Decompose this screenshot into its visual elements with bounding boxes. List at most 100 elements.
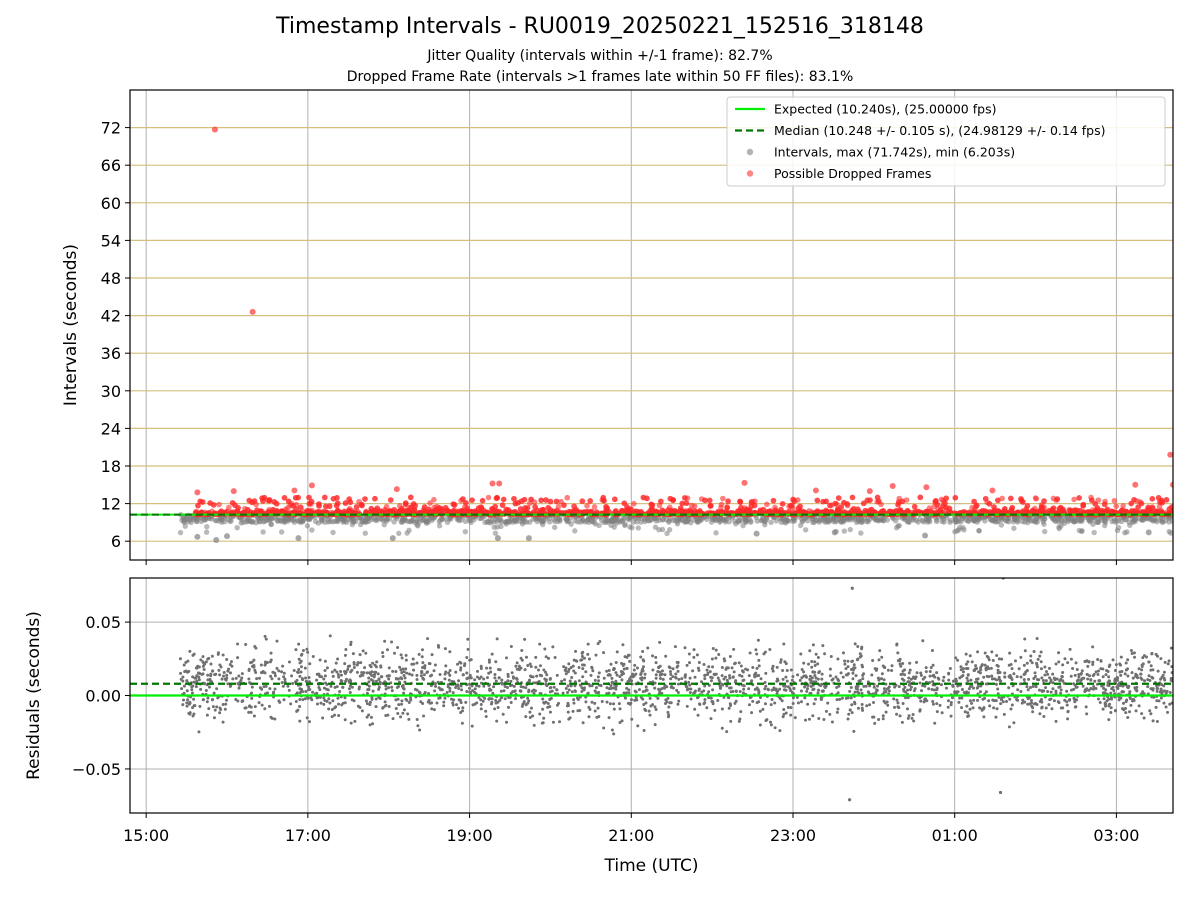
- residual-point: [524, 655, 528, 659]
- residual-point: [596, 706, 600, 710]
- dropped-frame-point: [987, 509, 993, 515]
- y-tick-label: 30: [101, 382, 121, 401]
- dropped-frame-point: [1008, 495, 1014, 502]
- dropped-frame-point: [854, 506, 861, 512]
- residual-point: [764, 684, 768, 688]
- dropped-frame-point: [1029, 508, 1036, 515]
- residual-point: [1013, 659, 1017, 663]
- residual-point: [983, 696, 987, 700]
- residual-point: [185, 701, 189, 705]
- residual-point: [906, 696, 910, 700]
- interval-point: [998, 522, 1005, 528]
- residual-point: [654, 661, 658, 665]
- residual-point: [961, 667, 965, 671]
- residual-point: [875, 684, 879, 688]
- residual-point: [1147, 674, 1151, 678]
- interval-point: [1166, 528, 1172, 535]
- residual-point: [979, 666, 983, 670]
- residual-point: [197, 678, 201, 682]
- dropped-frame-point: [1071, 496, 1077, 503]
- residual-point: [577, 679, 581, 683]
- residual-point: [812, 702, 816, 706]
- dropped-frame-point: [734, 508, 741, 515]
- residual-point: [485, 676, 489, 680]
- residual-point: [433, 663, 437, 667]
- residual-point: [185, 689, 189, 693]
- residual-point: [877, 658, 881, 662]
- interval-point: [619, 518, 626, 524]
- residual-point: [597, 671, 601, 675]
- residual-point: [402, 674, 406, 678]
- interval-point: [713, 530, 719, 536]
- dropped-frame-point: [658, 498, 664, 505]
- interval-point: [359, 517, 365, 524]
- dropped-frame-point: [961, 509, 967, 515]
- residual-point: [1109, 711, 1113, 715]
- interval-point: [300, 518, 306, 524]
- dropped-frame-point: [688, 502, 695, 509]
- residual-point: [1147, 660, 1151, 664]
- residual-point: [572, 698, 576, 702]
- residual-point: [371, 689, 375, 693]
- interval-point: [652, 524, 659, 530]
- interval-point: [416, 519, 423, 525]
- interval-point: [351, 519, 357, 525]
- residual-point: [909, 677, 913, 681]
- dropped-frame-point: [479, 497, 486, 504]
- residual-point: [892, 697, 896, 701]
- residual-point: [286, 684, 290, 688]
- residual-point: [836, 691, 840, 695]
- dropped-frame-point: [383, 503, 390, 510]
- dropped-frame-point: [570, 508, 576, 515]
- residual-point: [1101, 675, 1105, 679]
- y-tick-label: 48: [101, 269, 121, 288]
- residual-point: [963, 710, 967, 714]
- residual-point: [990, 674, 994, 678]
- dropped-frame-point: [564, 494, 571, 501]
- dropped-frame-point: [923, 484, 930, 491]
- residual-point: [627, 688, 631, 692]
- dropped-frame-point: [1092, 501, 1098, 507]
- interval-point: [1011, 516, 1018, 522]
- residual-point: [211, 669, 215, 673]
- residual-point: [475, 701, 479, 705]
- dropped-frame-point: [760, 506, 767, 513]
- dropped-frame-point: [259, 495, 265, 501]
- interval-point: [468, 519, 474, 526]
- dropped-frame-point: [421, 508, 427, 515]
- interval-point: [291, 519, 298, 525]
- residual-point: [1154, 705, 1158, 709]
- dropped-frame-point: [591, 504, 598, 510]
- residual-point: [714, 656, 718, 660]
- residual-point: [1003, 671, 1007, 675]
- residual-point: [732, 647, 736, 651]
- residual-point: [849, 667, 853, 671]
- residual-point: [940, 711, 944, 715]
- residual-point: [856, 645, 860, 649]
- interval-point: [551, 524, 558, 531]
- interval-point: [551, 516, 557, 522]
- residual-point: [960, 696, 964, 700]
- residual-point: [223, 677, 227, 681]
- residual-point: [964, 662, 968, 666]
- dropped-frame-point: [584, 502, 590, 509]
- residual-point: [190, 688, 194, 692]
- interval-point: [498, 517, 504, 524]
- residual-point: [1069, 657, 1073, 661]
- residual-point: [1047, 666, 1051, 670]
- interval-point: [204, 524, 210, 530]
- interval-point: [659, 516, 666, 523]
- residual-point: [201, 655, 205, 659]
- dropped-frame-point: [353, 504, 360, 510]
- residual-point: [755, 701, 759, 705]
- residual-point: [526, 664, 530, 668]
- interval-point: [952, 515, 959, 522]
- interval-point: [1091, 529, 1097, 536]
- interval-point: [484, 519, 491, 526]
- residual-point: [696, 713, 700, 717]
- residual-point: [641, 690, 645, 694]
- interval-point: [1033, 517, 1039, 523]
- dropped-frame-point: [270, 506, 276, 513]
- residual-point: [711, 688, 715, 692]
- interval-point: [967, 516, 973, 522]
